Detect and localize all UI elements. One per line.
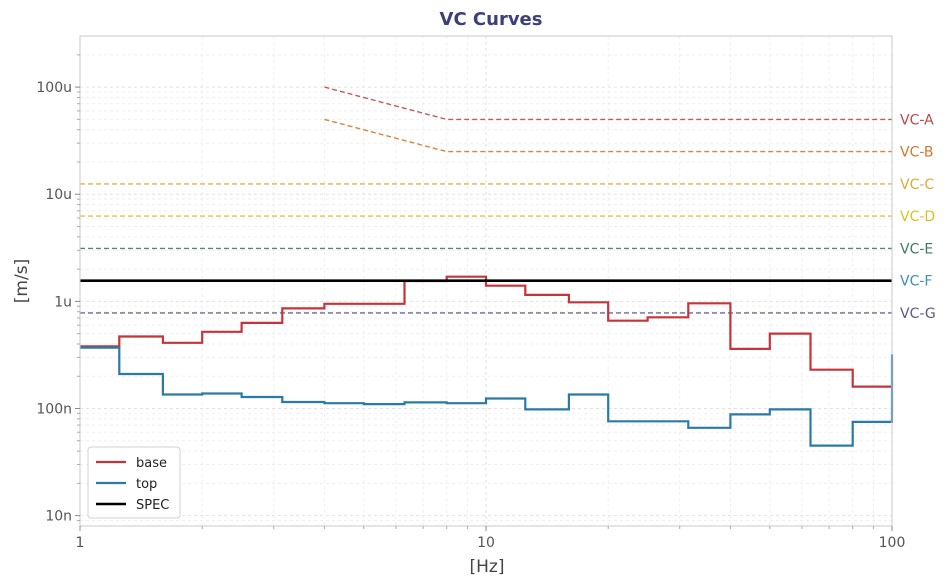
criterion-label-vc-a: VC-A: [900, 112, 934, 128]
y-tick-label: 100n: [36, 401, 72, 417]
criterion-line-vc-b: [324, 118, 892, 153]
legend-label-spec: SPEC: [136, 498, 169, 513]
chart-title: VC Curves: [440, 9, 543, 30]
x-tick-label: 100: [879, 535, 906, 551]
y-tick-label: 10u: [45, 187, 72, 203]
criterion-line-vc-a: [324, 86, 892, 121]
series-line-top: [80, 346, 894, 447]
criterion-label-vc-f: VC-F: [900, 274, 932, 290]
y-tick-label: 1u: [54, 294, 72, 310]
y-tick-label: 100u: [36, 80, 72, 96]
x-tick-label: 10: [477, 535, 495, 551]
criteria-curves: VC-A VC-B VC-C VC-D VC-E VC-F VC-G: [80, 86, 936, 322]
legend-label-base: base: [136, 456, 167, 471]
data-series: [80, 275, 894, 447]
criterion-label-vc-e: VC-E: [900, 241, 933, 257]
y-axis-label: [m/s]: [12, 259, 32, 303]
criterion-label-vc-d: VC-D: [900, 209, 935, 225]
x-axis-label: [Hz]: [470, 557, 505, 577]
criterion-label-vc-b: VC-B: [900, 145, 934, 161]
legend-label-top: top: [136, 477, 157, 492]
criterion-label-vc-c: VC-C: [900, 177, 934, 193]
legend: base top SPEC: [87, 446, 181, 519]
series-line-base: [80, 275, 892, 388]
x-tick-label: 1: [76, 535, 85, 551]
legend-box: [87, 446, 181, 519]
criterion-label-vc-g: VC-G: [900, 306, 936, 322]
y-tick-label: 10n: [45, 509, 72, 525]
axis-ticks: 1 10 100 10n 100n 1u 10u 100u: [36, 54, 906, 551]
